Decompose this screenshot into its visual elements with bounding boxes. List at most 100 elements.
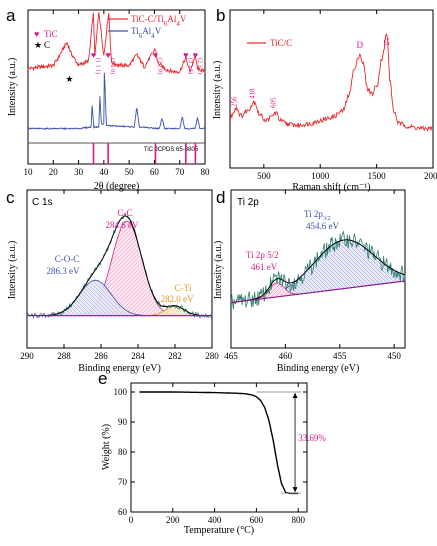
panel-a-xtick-label: 40 xyxy=(99,167,109,177)
panel-d-xtick-label: 455 xyxy=(333,351,347,361)
peak-label-d: D xyxy=(356,40,363,50)
legend-marker-label: TiC xyxy=(44,29,58,39)
panel-e-xtick-label: 600 xyxy=(250,515,264,525)
heart-marker: ♥ xyxy=(91,50,96,60)
panel-a-xtick-label: 80 xyxy=(201,167,211,177)
component-value: 454.6 eV xyxy=(306,221,339,231)
panel-c-xtick-label: 280 xyxy=(205,351,219,361)
panel-b-raman-chart: TiC/C D G 256 418 605 500 1000 1500 2000 Raman shi… xyxy=(212,9,437,193)
panel-d-xtick-label: 465 xyxy=(224,351,238,361)
panel-letter-c: c xyxy=(6,188,15,207)
panel-a-xtick-label: 10 xyxy=(24,167,34,177)
x-axis-title: 2θ (degree) xyxy=(94,181,140,192)
arrow-head-up xyxy=(292,393,298,398)
panel-e-tga-chart: 60 70 80 90 100 0 200 400 600 800 33.69% Temperatur… xyxy=(101,382,326,536)
panel-a-xtick-label: 70 xyxy=(175,167,185,177)
heart-marker: ♥ xyxy=(193,50,198,60)
carbon-star-marker: ★ xyxy=(65,74,73,84)
panel-e-ytick-label: 60 xyxy=(118,507,128,517)
component-value: 282.0 eV xyxy=(161,294,194,304)
panel-b-frame xyxy=(229,9,434,169)
y-axis-title: Intensity (a.u.) xyxy=(7,241,18,300)
peak-label: 256 xyxy=(230,96,238,107)
panel-b-xtick-label: 1500 xyxy=(368,171,387,181)
x-axis-title: Raman shift (cm⁻¹) xyxy=(292,182,370,193)
panel-e-ytick-label: 70 xyxy=(118,477,128,487)
panel-c-xtick-label: 282 xyxy=(168,351,182,361)
peak-label: (2 2 0) xyxy=(156,58,163,74)
panel-e-ytick-label: 100 xyxy=(114,387,128,397)
weight-loss-label: 33.69% xyxy=(298,433,326,443)
legend-label-tic-c: TiC-C/Ti6Al4V xyxy=(131,14,187,28)
component-label: Ti 2p3/2 xyxy=(304,209,331,222)
component-value: 461 eV xyxy=(251,262,278,272)
x-axis-title: Binding energy (eV) xyxy=(277,363,360,374)
x-axis-title: Temperature (°C) xyxy=(184,525,254,536)
series-line-tic-c xyxy=(27,12,206,75)
peak-label: 418 xyxy=(249,88,257,99)
panel-letter-e: e xyxy=(98,369,107,388)
component-label: Ti 2p 5/2 xyxy=(246,250,279,260)
panel-b-xtick-label: 2000 xyxy=(424,171,437,181)
y-axis-title: Intensity (a.u.) xyxy=(213,241,224,300)
reference-label: TiC JCPDS 65-8805 xyxy=(144,147,199,153)
panel-e-xtick-label: 200 xyxy=(166,515,180,525)
panel-d-xtick-label: 450 xyxy=(387,351,401,361)
heart-marker: ♥ xyxy=(105,50,110,60)
panel-title: C 1s xyxy=(32,197,53,208)
peak-label: (3 1 1) xyxy=(187,58,194,74)
legend-marker-symbol: ★ xyxy=(34,40,42,50)
component-label: C-C xyxy=(117,208,132,218)
panel-letter-d: d xyxy=(216,188,225,207)
component-label: C-Ti xyxy=(175,283,192,293)
envelope-line xyxy=(27,215,212,317)
background-line xyxy=(230,280,406,304)
panel-b-xtick-label: 1000 xyxy=(311,171,330,181)
panel-letter-b: b xyxy=(216,6,225,25)
series-line-tic-c xyxy=(229,33,433,132)
raw-data-line xyxy=(26,213,213,319)
panel-a-xrd-chart: TiC JCPDS 65-8805(1 1 1)♥(2 0 0)♥(2 2 0)… xyxy=(7,9,211,192)
panel-e-ytick-label: 80 xyxy=(118,447,128,457)
panel-e-xtick-label: 0 xyxy=(129,515,134,525)
panel-a-frame xyxy=(27,9,206,165)
y-axis-title: Weight (%) xyxy=(101,424,112,470)
panel-letter-a: a xyxy=(6,6,16,25)
panel-c-xtick-label: 288 xyxy=(57,351,71,361)
panel-e-ytick-label: 90 xyxy=(118,417,128,427)
series-line-ti6al4v xyxy=(27,72,206,130)
panel-c-xtick-label: 290 xyxy=(20,351,34,361)
peak-label: (2 0 0) xyxy=(109,58,116,74)
tga-curve xyxy=(139,391,299,495)
heart-marker: ♥ xyxy=(153,50,158,60)
legend-label-ti6al4v: Ti6Al4V xyxy=(131,26,162,40)
panel-a-xtick-label: 20 xyxy=(49,167,59,177)
panel-e-xtick-label: 800 xyxy=(291,515,305,525)
peak-label: 605 xyxy=(270,97,278,108)
y-axis-title: Intensity (a.u.) xyxy=(212,61,223,120)
panel-e-xtick-label: 400 xyxy=(208,515,222,525)
peak-label: (2 2 2) xyxy=(196,58,203,74)
heart-marker: ♥ xyxy=(183,50,188,60)
panel-b-xtick-label: 500 xyxy=(257,171,271,181)
peak-label: (1 1 1) xyxy=(94,58,101,74)
legend-marker-symbol: ♥ xyxy=(34,29,39,39)
panel-c-xtick-label: 286 xyxy=(94,351,108,361)
panel-d-frame xyxy=(230,189,406,349)
panel-c-xtick-label: 284 xyxy=(131,351,145,361)
y-axis-title: Intensity (a.u.) xyxy=(7,58,18,117)
panel-c-frame xyxy=(26,189,213,349)
component-value: 286.3 eV xyxy=(47,266,80,276)
panel-e-frame xyxy=(130,382,308,513)
legend-label-tic-c: TiC/C xyxy=(270,38,292,48)
arrow-head-down xyxy=(292,487,298,493)
panel-d-xtick-label: 460 xyxy=(279,351,293,361)
x-axis-title: Binding energy (eV) xyxy=(78,363,161,374)
component-label: C-O-C xyxy=(55,254,80,264)
legend-marker-label: C xyxy=(44,40,50,50)
component-value: 284.6 eV xyxy=(106,220,139,230)
envelope-line xyxy=(230,239,406,304)
